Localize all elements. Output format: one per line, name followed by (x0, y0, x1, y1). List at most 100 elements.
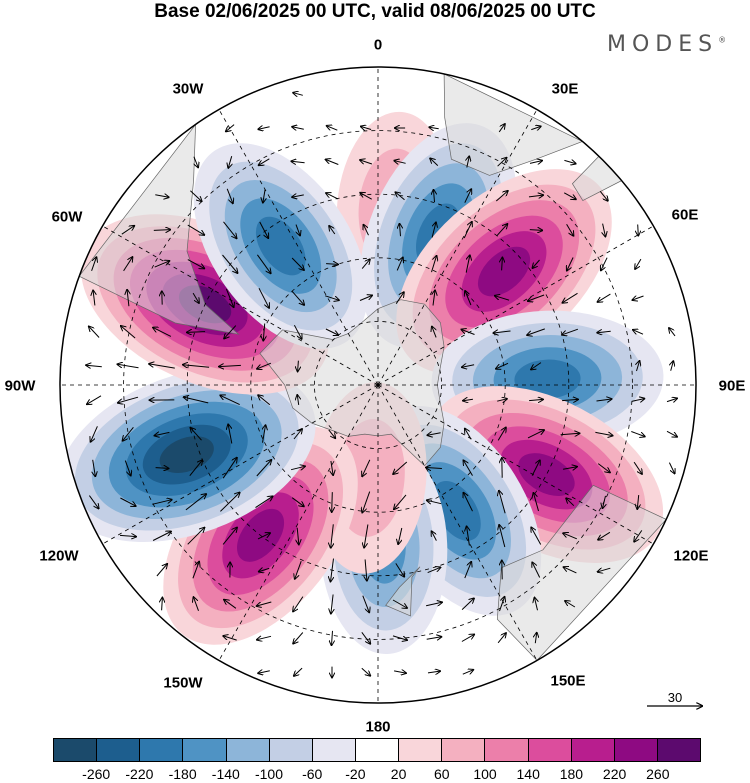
wind-vector (463, 399, 473, 400)
wind-vector (425, 602, 442, 605)
wind-vector (162, 598, 163, 611)
wind-vector (396, 258, 403, 271)
wind-vector (564, 160, 575, 163)
wind-vector (325, 295, 339, 300)
colorbar (53, 738, 701, 762)
wind-vector (567, 257, 574, 271)
colorbar-tick-label: 140 (516, 766, 540, 782)
colorbar-swatch (269, 739, 313, 761)
wind-vector (426, 637, 442, 639)
lon-label-150e: 150E (550, 672, 586, 690)
wind-vector (427, 500, 442, 503)
wind-vector (465, 291, 472, 306)
wind-vector (533, 259, 540, 268)
wind-vector (529, 230, 542, 231)
lon-label-30e: 30E (551, 80, 579, 98)
wind-vector (91, 426, 98, 441)
wind-vector (187, 332, 206, 333)
wind-vector (463, 222, 472, 239)
colorbar-swatch (140, 739, 184, 761)
map-border (59, 66, 697, 704)
wind-vector (219, 365, 241, 366)
lon-label-180: 180 (365, 718, 391, 736)
wind-vector (360, 193, 372, 200)
meridian-line (102, 384, 379, 545)
lon-label-30w: 30W (172, 80, 204, 98)
wind-vector (154, 261, 170, 268)
wind-vector (257, 601, 272, 606)
colorbar-labels: -260 -220 -180 -140 -100 -60 -20 20 60 100 140 180 2… (53, 766, 701, 783)
wind-vector (332, 492, 333, 512)
wind-vector (395, 292, 404, 304)
wind-vector (393, 461, 408, 474)
wind-vector (255, 496, 273, 509)
wind-vector (599, 190, 608, 200)
wind-vector (396, 192, 405, 201)
reference-vector-label: 30 (667, 690, 683, 705)
wind-vector (291, 161, 305, 162)
wind-vector (220, 493, 239, 512)
wind-vector (603, 223, 606, 237)
wind-vector (329, 226, 336, 235)
wind-vector (257, 636, 272, 639)
wind-vector (461, 635, 474, 642)
wind-vector (222, 528, 237, 545)
wind-vector (127, 290, 129, 307)
wind-vector (426, 468, 442, 469)
wind-vector (220, 395, 240, 406)
wind-vector (123, 426, 134, 440)
wind-vector (633, 461, 642, 474)
wind-vector (331, 558, 334, 582)
meridian-line (102, 225, 379, 386)
wind-vector (595, 432, 612, 435)
wind-vector (87, 395, 102, 404)
wind-vector (431, 256, 437, 273)
wind-vector (499, 597, 505, 612)
colorbar-tick-label: 60 (434, 766, 450, 782)
land-layer (78, 73, 667, 661)
graticule (60, 67, 696, 703)
wind-vector (637, 495, 638, 509)
wind-vector (258, 287, 269, 308)
colorbar-swatch (571, 739, 615, 761)
colorbar-tick-label: -140 (211, 766, 240, 782)
colorbar-tick-label: -220 (125, 766, 154, 782)
wind-vector (293, 632, 304, 644)
wind-vector (183, 365, 210, 368)
wind-vector (631, 399, 645, 402)
wind-vector (360, 160, 373, 165)
wind-vector (394, 161, 406, 164)
colorbar-tick-label: -20 (345, 766, 366, 782)
wind-vector (563, 533, 577, 540)
wind-vector (123, 257, 133, 272)
wind-vector (531, 460, 540, 476)
wind-vector (535, 598, 538, 611)
colorbar-swatch (97, 739, 141, 761)
wind-vector (187, 224, 204, 235)
wind-vector (225, 288, 233, 307)
wind-vector (464, 562, 471, 579)
wind-vector (497, 428, 506, 441)
colorbar-swatch (183, 739, 227, 761)
wind-vector (631, 431, 644, 437)
lon-label-60e: 60E (671, 206, 699, 224)
wind-vector (563, 467, 577, 470)
wind-vector (427, 433, 441, 435)
wind-vector (563, 292, 578, 302)
wind-vector (332, 630, 333, 645)
wind-vector (120, 497, 135, 506)
wind-vector (400, 224, 401, 237)
wind-vector (528, 294, 545, 301)
lon-label-90w: 90W (4, 377, 36, 395)
wind-vector (187, 259, 204, 269)
latitude-circle (123, 130, 633, 640)
latitude-circle (250, 257, 506, 513)
wind-vector (392, 599, 407, 608)
wind-vector (331, 460, 333, 475)
lon-label-120w: 120W (39, 547, 79, 565)
wind-vector (258, 127, 270, 129)
wind-vector (598, 531, 611, 539)
wind-vector (226, 188, 233, 203)
wind-vector (291, 257, 304, 270)
